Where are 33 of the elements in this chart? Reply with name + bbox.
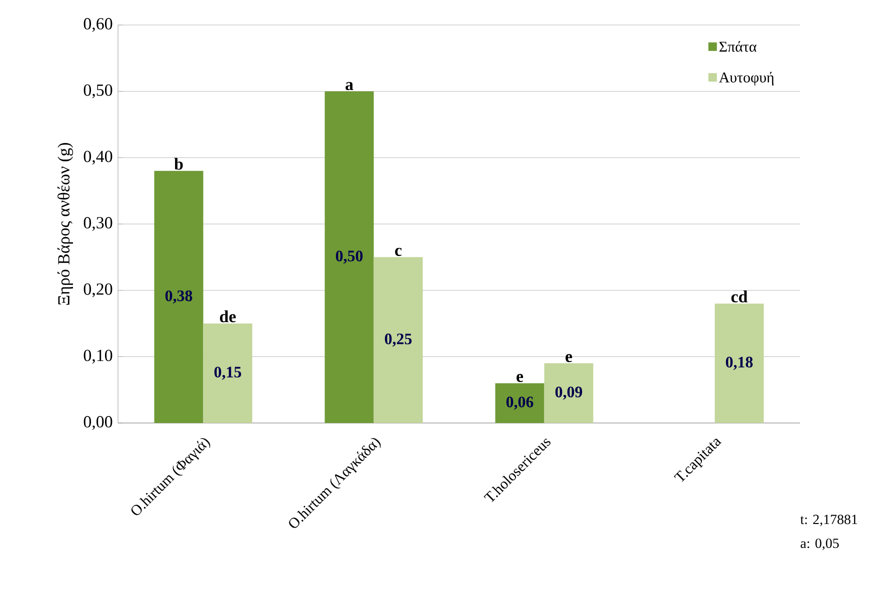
bar — [544, 363, 594, 423]
annotation: de — [220, 310, 236, 322]
bar — [714, 304, 764, 423]
y-tick-label: 0,30 — [84, 217, 112, 231]
text: t: 2,17881 — [800, 514, 858, 526]
y-axis-title: Ξηρό Βάρος ανθέων (g) — [57, 143, 74, 305]
data-label: 0,38 — [165, 290, 192, 304]
data-label: 0,18 — [726, 356, 753, 370]
bar — [495, 383, 544, 423]
legend-label: Σπάτα — [719, 41, 756, 52]
annotation: e — [566, 354, 572, 362]
annotation: a — [346, 82, 354, 90]
y-tick-label: 0,10 — [84, 350, 112, 364]
text: a: 0,05 — [800, 538, 839, 550]
data-label: 0,25 — [384, 334, 412, 347]
y-tick-label: 0,40 — [84, 150, 112, 165]
bar — [374, 257, 423, 423]
y-tick-label: 0,50 — [84, 84, 112, 98]
y-tick-label: 0,60 — [84, 18, 112, 32]
bar — [154, 170, 204, 423]
data-label: 0,09 — [555, 386, 582, 400]
data-label: 0,15 — [214, 366, 242, 380]
annotation: b — [174, 158, 183, 170]
legend-label: Αυτοφυή — [718, 72, 774, 86]
y-tick-label: 0,00 — [84, 416, 112, 430]
data-label: 0,50 — [336, 250, 363, 264]
data-label: 0,06 — [506, 396, 534, 410]
annotation: cd — [731, 290, 748, 302]
y-tick-label: 0,20 — [84, 283, 112, 298]
bar — [324, 91, 374, 423]
bar — [203, 324, 252, 423]
annotation: c — [395, 248, 402, 256]
annotation: e — [516, 374, 524, 382]
